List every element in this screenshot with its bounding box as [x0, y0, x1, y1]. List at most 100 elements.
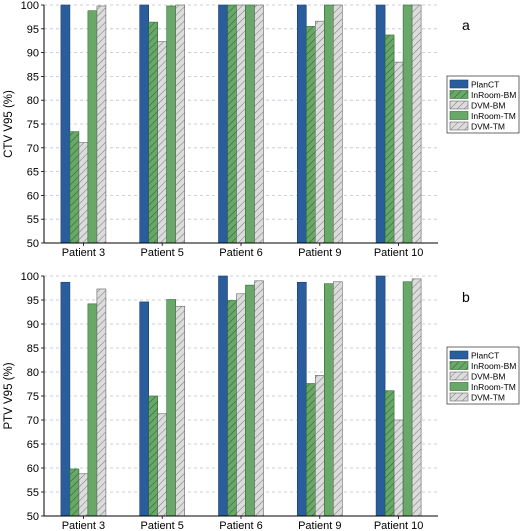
bar-planct — [296, 4, 307, 244]
bar-inroom-bm — [305, 383, 316, 517]
y-tick-label: 50 — [27, 511, 39, 523]
legend-swatch — [449, 100, 469, 110]
x-tick-labels: Patient 3 Patient 5 Patient 6 Patient 9 Pati… — [62, 247, 424, 259]
bar-inroom-bm — [227, 300, 237, 517]
y-tick-label: 75 — [27, 391, 39, 403]
y-tick-label: 80 — [27, 367, 39, 379]
bar-inroom-bm — [148, 21, 158, 244]
bar-planct — [296, 281, 307, 517]
y-tick-label: 65 — [27, 167, 39, 179]
bar-dvm-bm — [314, 375, 325, 517]
legend-label: DVM-TM — [471, 393, 505, 403]
bar-dvm-tm — [254, 4, 264, 244]
y-tick-label: 85 — [27, 343, 39, 355]
legend-swatch — [449, 111, 469, 120]
bar-inroom-bm — [69, 131, 80, 244]
x-tick-label: Patient 3 — [62, 520, 105, 531]
legend-swatch — [449, 361, 469, 370]
bar-planct — [139, 301, 149, 517]
legend-label: InRoom-BM — [471, 90, 516, 100]
bars — [60, 275, 422, 517]
bar-inroom-bm — [227, 4, 237, 244]
legend-swatch — [449, 350, 469, 360]
y-tick-label: 70 — [27, 143, 39, 155]
legend-swatch — [449, 371, 469, 381]
legend-label: InRoom-TM — [471, 111, 516, 121]
bar-dvm-tm — [254, 280, 264, 517]
bar-planct — [375, 275, 386, 517]
bar-inroom-bm — [305, 26, 316, 244]
bars — [60, 4, 422, 244]
x-tick-label: Patient 9 — [298, 520, 341, 531]
bar-inroom-tm — [166, 299, 176, 517]
legend-swatch — [449, 392, 469, 402]
x-tick-label: Patient 6 — [219, 247, 262, 259]
bar-inroom-tm — [323, 4, 334, 244]
y-tick-label: 100 — [21, 0, 39, 12]
bar-planct — [139, 4, 149, 244]
bar-dvm-bm — [78, 142, 89, 244]
legend-swatch — [449, 79, 469, 89]
y-tick-label: 80 — [27, 95, 39, 107]
legend-swatch — [449, 90, 469, 99]
legend-label: InRoom-TM — [471, 382, 516, 392]
legend-label: DVM-BM — [471, 101, 505, 111]
bar-inroom-bm — [384, 34, 395, 244]
legend-swatch — [449, 121, 469, 131]
y-tick-label: 100 — [21, 271, 39, 283]
bar-dvm-bm — [236, 4, 246, 244]
x-tick-label: Patient 10 — [374, 520, 424, 531]
bar-dvm-tm — [175, 305, 185, 517]
axes — [41, 4, 438, 246]
x-tick-labels: Patient 3 Patient 5 Patient 6 Patient 9 Pati… — [62, 520, 424, 531]
y-axis-label: PTV V95 (%) — [3, 362, 15, 429]
bar-dvm-tm — [96, 5, 107, 244]
panel-a: CTV V95 (%) a 50 55 60 65 70 75 80 85 90 95 100 Pa… — [3, 0, 520, 259]
legend-label: DVM-BM — [471, 372, 505, 382]
x-tick-label: Patient 5 — [140, 520, 183, 531]
panel-label: a — [462, 17, 470, 33]
y-tick-label: 95 — [27, 24, 39, 36]
bar-inroom-bm — [148, 395, 158, 517]
bar-dvm-bm — [393, 419, 404, 517]
bar-dvm-tm — [175, 4, 185, 244]
bar-inroom-tm — [245, 4, 255, 244]
legend-label: InRoom-BM — [471, 361, 516, 371]
y-tick-label: 70 — [27, 415, 39, 427]
bar-dvm-tm — [411, 278, 422, 517]
bar-inroom-bm — [69, 468, 80, 517]
x-tick-label: Patient 5 — [140, 247, 183, 259]
y-axis-label: CTV V95 (%) — [3, 90, 15, 158]
panel-label: b — [462, 289, 470, 305]
bar-dvm-bm — [314, 20, 325, 244]
bar-inroom-tm — [87, 10, 98, 244]
y-tick-label: 55 — [27, 214, 39, 226]
bar-planct — [218, 275, 228, 517]
bar-dvm-tm — [332, 281, 343, 517]
bar-dvm-bm — [78, 473, 89, 517]
bar-dvm-tm — [332, 4, 343, 244]
bar-inroom-tm — [323, 283, 334, 517]
bar-dvm-bm — [236, 293, 246, 517]
x-tick-label: Patient 9 — [298, 247, 341, 259]
y-tick-label: 75 — [27, 119, 39, 131]
bar-inroom-tm — [166, 5, 176, 244]
y-tick-label: 95 — [27, 295, 39, 307]
bar-dvm-tm — [96, 288, 107, 517]
bar-dvm-bm — [157, 41, 167, 244]
bar-inroom-tm — [87, 303, 98, 517]
bar-planct — [60, 281, 71, 517]
bar-planct — [60, 4, 71, 244]
legend-label: DVM-TM — [471, 122, 505, 132]
y-tick-label: 55 — [27, 487, 39, 499]
x-tick-label: Patient 6 — [219, 520, 262, 531]
y-tick-label: 60 — [27, 463, 39, 475]
bar-dvm-bm — [393, 61, 404, 244]
y-tick-label: 65 — [27, 439, 39, 451]
bar-inroom-bm — [384, 390, 395, 517]
bar-inroom-tm — [245, 284, 255, 517]
bar-inroom-tm — [402, 4, 413, 244]
bar-dvm-bm — [157, 413, 167, 517]
